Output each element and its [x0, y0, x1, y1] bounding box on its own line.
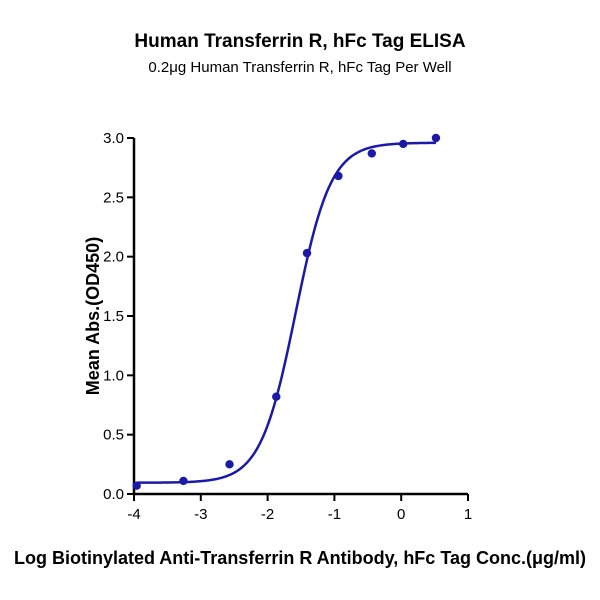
data-point	[225, 460, 234, 469]
y-axis-ticks: 0.0 0.5 1.0 1.5 2.0 2.5 3.0	[103, 130, 134, 503]
x-tick-label: -4	[127, 506, 140, 523]
data-point	[367, 149, 377, 158]
fit-curve	[136, 141, 436, 484]
data-point	[179, 476, 188, 486]
y-tick-label: 0.5	[103, 427, 124, 444]
data-point	[132, 481, 141, 490]
x-axis-ticks: -4 -3 -2 -1 0 1	[127, 494, 472, 523]
y-tick-label: 1.0	[103, 367, 124, 384]
chart-title: Human Transferrin R, hFc Tag ELISA	[134, 31, 465, 52]
y-tick-label: 1.5	[103, 308, 124, 325]
data-point	[272, 392, 281, 401]
y-tick-label: 2.5	[103, 189, 124, 206]
data-points	[132, 133, 441, 490]
data-point	[334, 171, 343, 181]
x-tick-label: -1	[328, 506, 341, 523]
y-tick-label: 3.0	[103, 130, 124, 147]
x-tick-label: 0	[397, 506, 405, 523]
y-tick-label: 0.0	[103, 486, 124, 503]
x-axis-label: Log Biotinylated Anti-Transferrin R Anti…	[14, 548, 586, 568]
chart-subtitle: 0.2μg Human Transferrin R, hFc Tag Per W…	[148, 59, 451, 76]
data-point	[399, 139, 408, 149]
x-tick-label: 1	[464, 506, 472, 523]
data-point	[431, 133, 441, 143]
y-axis-label: Mean Abs.(OD450)	[83, 237, 103, 395]
x-tick-label: -2	[261, 506, 274, 523]
y-tick-label: 2.0	[103, 249, 124, 266]
data-point	[302, 248, 312, 258]
x-tick-label: -3	[194, 506, 207, 523]
